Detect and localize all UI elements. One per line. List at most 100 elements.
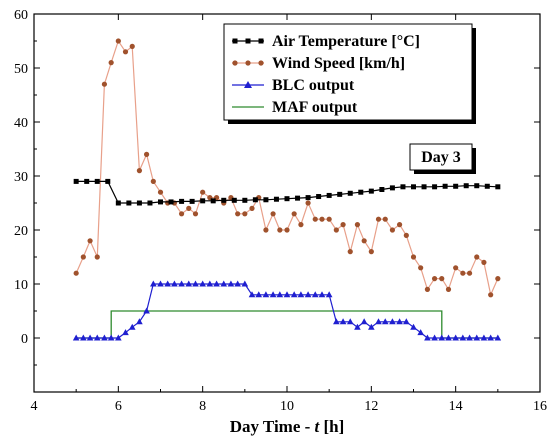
data-point xyxy=(368,249,374,255)
data-point xyxy=(417,329,424,336)
data-point xyxy=(347,249,353,255)
data-point xyxy=(143,307,150,314)
data-point xyxy=(325,291,333,298)
data-point xyxy=(276,291,284,298)
y-tick-label: 60 xyxy=(14,8,28,23)
data-point xyxy=(242,197,248,203)
data-point xyxy=(459,334,467,341)
data-point xyxy=(73,178,79,184)
data-point xyxy=(158,199,163,205)
data-point xyxy=(221,197,227,203)
data-point xyxy=(234,280,241,287)
data-point xyxy=(291,211,297,217)
data-point xyxy=(396,222,403,228)
data-point xyxy=(101,334,108,341)
data-point xyxy=(298,222,304,228)
legend-marker xyxy=(232,38,238,44)
data-point xyxy=(453,265,459,271)
data-point xyxy=(192,280,199,287)
x-tick-label: 8 xyxy=(199,399,206,414)
data-point xyxy=(410,254,417,260)
data-point xyxy=(452,334,459,341)
data-point xyxy=(262,291,270,298)
data-point xyxy=(295,195,301,201)
data-point xyxy=(418,265,424,271)
data-point xyxy=(143,151,150,157)
data-point xyxy=(80,254,86,260)
data-point xyxy=(445,334,452,341)
data-point xyxy=(473,334,481,341)
data-point xyxy=(445,286,452,292)
data-point xyxy=(421,184,427,190)
data-point xyxy=(453,183,459,189)
data-point xyxy=(235,211,241,217)
data-point xyxy=(189,198,195,204)
data-point xyxy=(346,318,354,325)
data-point xyxy=(339,318,347,325)
data-point xyxy=(206,280,214,287)
data-point xyxy=(333,318,340,325)
data-point xyxy=(129,43,135,50)
series-0 xyxy=(73,178,501,206)
data-point xyxy=(136,168,143,174)
x-title-var: t xyxy=(315,417,321,436)
annotation-label: Day 3 xyxy=(421,149,461,166)
legend-label: MAF output xyxy=(272,99,358,116)
data-point xyxy=(249,205,255,211)
data-point xyxy=(86,334,94,341)
data-point xyxy=(93,334,101,341)
data-point xyxy=(361,238,367,244)
y-tick-label: 0 xyxy=(21,332,28,347)
data-point xyxy=(424,334,431,341)
data-point xyxy=(326,192,332,198)
data-point xyxy=(326,216,332,222)
data-point xyxy=(108,60,114,66)
data-point xyxy=(305,195,311,201)
data-point xyxy=(340,222,346,228)
series-1 xyxy=(73,38,501,298)
data-point xyxy=(494,334,502,341)
data-point xyxy=(72,334,80,341)
x-title-prefix: Day Time - xyxy=(230,417,315,436)
data-point xyxy=(242,211,248,217)
legend-item: Wind Speed [km/h] xyxy=(232,55,405,72)
legend-item: Air Temperature [°C] xyxy=(232,33,420,50)
data-point xyxy=(474,183,480,189)
data-point xyxy=(368,323,375,330)
legend-box xyxy=(223,23,473,121)
data-point xyxy=(171,280,178,287)
data-point xyxy=(466,334,473,341)
data-point xyxy=(105,178,111,184)
data-point xyxy=(270,211,276,217)
data-point xyxy=(354,323,361,330)
data-point xyxy=(305,200,311,206)
legend-label: BLC output xyxy=(272,77,355,94)
legend-item: MAF output xyxy=(232,99,358,116)
legend-marker xyxy=(258,38,264,44)
data-point xyxy=(463,183,469,189)
data-point xyxy=(115,38,121,44)
series-3 xyxy=(76,310,498,339)
data-point xyxy=(304,291,312,298)
data-point xyxy=(220,280,228,287)
data-point xyxy=(80,334,87,341)
y-tick-label: 30 xyxy=(14,170,28,185)
legend: Air Temperature [°C] Wind Speed [km/h] BLC… xyxy=(223,23,476,124)
data-point xyxy=(101,81,108,87)
legend-marker xyxy=(245,60,251,66)
data-point xyxy=(277,227,283,233)
data-point xyxy=(460,270,466,276)
data-point xyxy=(312,216,318,222)
data-point xyxy=(122,49,129,55)
data-point xyxy=(273,196,279,202)
data-point xyxy=(284,196,290,202)
x-tick-label: 14 xyxy=(449,399,463,414)
data-point xyxy=(400,184,406,190)
legend-label: Air Temperature [°C] xyxy=(272,33,420,50)
data-point xyxy=(358,189,364,195)
data-point xyxy=(178,211,185,217)
data-point xyxy=(157,189,164,195)
y-tick-label: 50 xyxy=(14,62,28,77)
data-point xyxy=(128,323,136,330)
data-point xyxy=(255,291,263,298)
